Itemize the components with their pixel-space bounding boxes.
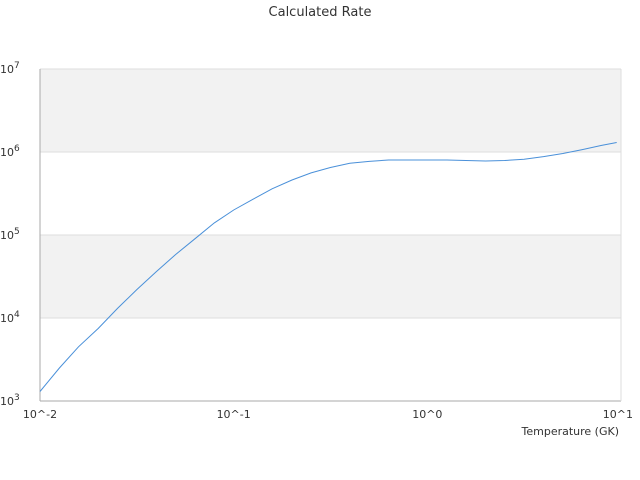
x-tick-label: 10^-2 (23, 408, 57, 421)
y-tick-labels: 103 104 105 106 107 (0, 61, 20, 408)
background-band (40, 235, 621, 318)
x-tick-label: 10^-1 (217, 408, 251, 421)
y-tick-label: 105 (0, 227, 20, 242)
axes (39, 69, 622, 402)
x-tick-label: 10^1 (603, 408, 633, 421)
background-bands (40, 69, 621, 318)
y-tick-label: 103 (0, 393, 20, 408)
y-tick-label: 104 (0, 310, 20, 325)
chart-title: Calculated Rate (269, 5, 372, 20)
x-tick-label: 10^0 (412, 408, 442, 421)
series-layer (39, 142, 617, 392)
x-axis-label: Temperature (GK) (521, 425, 620, 438)
background-band (40, 69, 621, 152)
y-tick-label: 107 (0, 61, 20, 76)
y-tick-label: 106 (0, 144, 20, 159)
rate-series-line (39, 142, 617, 392)
x-tick-labels: 10^-2 10^-1 10^0 10^1 (23, 408, 633, 421)
